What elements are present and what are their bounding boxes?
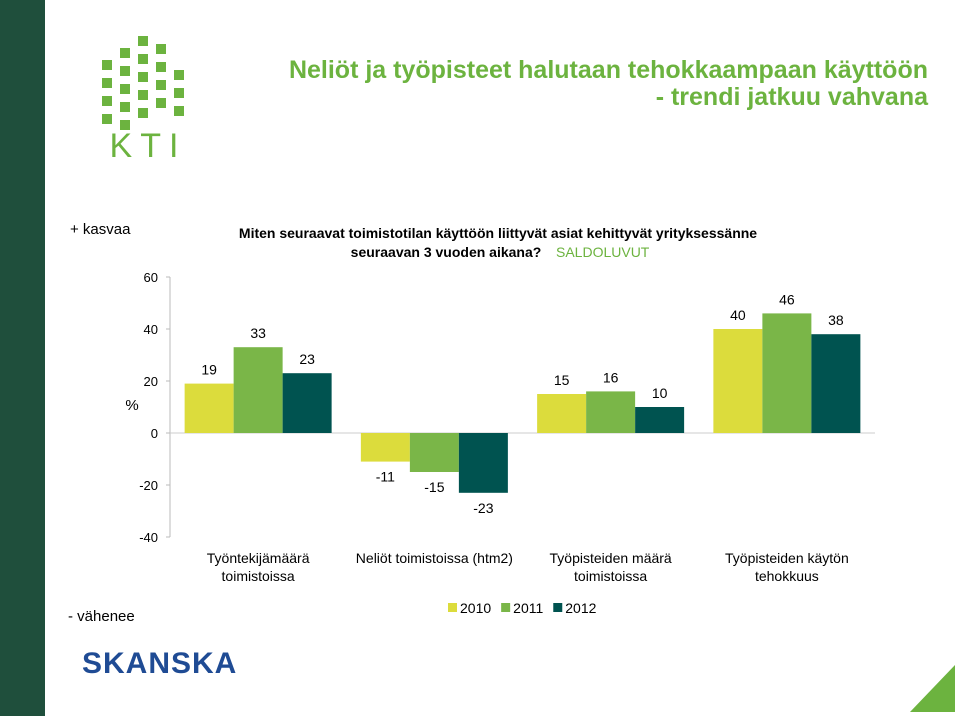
bar xyxy=(233,347,283,433)
data-label: 46 xyxy=(779,291,795,307)
data-label: 10 xyxy=(652,385,668,401)
chart-title-tag: SALDOLUVUT xyxy=(556,244,650,260)
legend-swatch xyxy=(501,603,511,612)
data-label: 33 xyxy=(250,325,266,341)
x-tick-label: Neliöt toimistoissa (htm2) xyxy=(356,550,513,566)
y-tick-label: 60 xyxy=(144,270,158,285)
data-label: -11 xyxy=(376,469,395,485)
top-note: + kasvaa xyxy=(70,221,131,238)
legend-label: 2012 xyxy=(565,600,596,616)
bar xyxy=(713,329,763,433)
data-label: -15 xyxy=(424,479,444,495)
legend-swatch xyxy=(553,603,563,612)
x-tick-label: Työntekijämäärä toimistoissa xyxy=(207,550,310,584)
slide-subtitle: - trendi jatkuu vahvana xyxy=(656,83,929,111)
side-strip xyxy=(0,0,45,716)
logo-text: KTI xyxy=(110,127,187,165)
bar xyxy=(360,433,410,462)
chart-title: Miten seuraavat toimistotilan käyttöön l… xyxy=(239,225,757,241)
slide-title: Neliöt ja työpisteet halutaan tehokkaamp… xyxy=(289,56,928,84)
bar xyxy=(586,391,636,433)
chart-title-line2: seuraavan 3 vuoden aikana? xyxy=(351,244,542,260)
legend-label: 2010 xyxy=(460,600,491,616)
data-label: 23 xyxy=(299,351,315,367)
y-tick-label: -40 xyxy=(139,530,158,545)
corner-triangle xyxy=(910,665,955,712)
bar xyxy=(537,394,587,433)
bar xyxy=(458,433,508,493)
legend-label: 2011 xyxy=(513,600,543,616)
y-tick-label: 0 xyxy=(151,426,158,441)
bottom-note: - vähenee xyxy=(68,608,135,625)
legend-swatch xyxy=(448,603,457,612)
x-tick-label: Työpisteiden käytön tehokkuus xyxy=(725,550,849,584)
bar xyxy=(409,433,459,472)
data-label: 38 xyxy=(828,312,844,328)
footer-logo: SKANSKA xyxy=(82,647,237,680)
x-tick-label: Työpisteiden määrä toimistoissa xyxy=(550,550,672,584)
bar xyxy=(635,407,685,433)
data-label: 40 xyxy=(730,307,746,323)
data-label: 16 xyxy=(603,369,619,385)
divider xyxy=(45,183,960,185)
kti-logo-mark xyxy=(102,36,184,130)
bar xyxy=(762,313,812,433)
data-label: 15 xyxy=(554,372,570,388)
bar xyxy=(282,373,332,433)
y-tick-label: 20 xyxy=(144,374,158,389)
y-axis-label: % xyxy=(125,397,138,414)
bar xyxy=(811,334,861,433)
y-tick-label: 40 xyxy=(144,322,158,337)
data-label: -23 xyxy=(473,500,493,516)
bar xyxy=(184,383,234,433)
y-tick-label: -20 xyxy=(139,478,158,493)
data-label: 19 xyxy=(201,362,217,378)
